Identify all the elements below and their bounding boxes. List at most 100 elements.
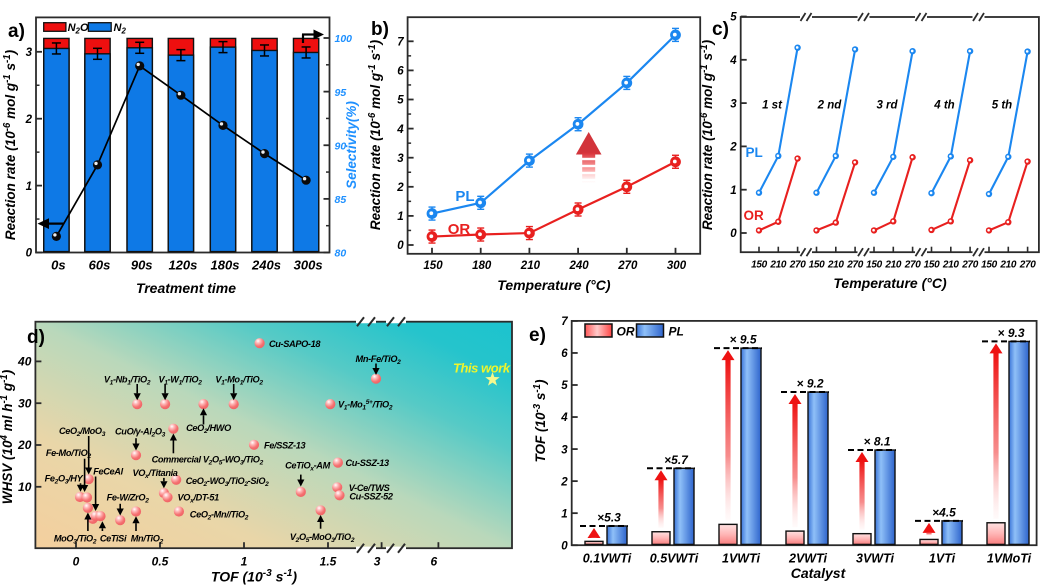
svg-text:150: 150 (423, 260, 443, 272)
svg-text:20: 20 (17, 438, 32, 452)
svg-text:210: 210 (884, 260, 902, 271)
svg-text:0.1VWTi: 0.1VWTi (583, 552, 632, 566)
svg-text:×4.5: ×4.5 (932, 505, 956, 519)
svg-text:4: 4 (729, 55, 737, 67)
svg-text:0.5VWTi: 0.5VWTi (650, 552, 699, 566)
svg-text:80: 80 (335, 248, 347, 260)
svg-text:60s: 60s (89, 258, 111, 273)
svg-text:0: 0 (730, 228, 737, 240)
svg-text:OR: OR (448, 221, 471, 238)
svg-text:270: 270 (846, 260, 864, 271)
svg-text:180s: 180s (211, 258, 240, 273)
svg-text:150: 150 (809, 260, 826, 271)
svg-text:V2O5-MoO3/TiO2: V2O5-MoO3/TiO2 (290, 532, 355, 544)
svg-text:3: 3 (397, 153, 404, 165)
svg-text:30: 30 (18, 396, 32, 410)
svg-text:6: 6 (561, 348, 568, 360)
svg-text:5: 5 (561, 380, 568, 392)
svg-text:270: 270 (617, 260, 638, 272)
svg-text:210: 210 (942, 260, 960, 271)
svg-text:WHSV (104 ml h-1 g-1): WHSV (104 ml h-1 g-1) (0, 369, 15, 504)
svg-text:4 th: 4 th (933, 100, 954, 112)
svg-text:4: 4 (560, 412, 568, 424)
svg-text:120s: 120s (168, 258, 197, 273)
svg-text:3 rd: 3 rd (876, 100, 898, 112)
svg-text:a): a) (8, 21, 25, 42)
svg-text:90: 90 (335, 140, 347, 152)
svg-text:V-Ce/TWS: V-Ce/TWS (349, 483, 391, 493)
svg-text:Catalyst: Catalyst (791, 565, 847, 581)
svg-text:6: 6 (397, 66, 404, 78)
svg-text:3: 3 (374, 555, 381, 569)
svg-text:OR: OR (744, 208, 765, 223)
svg-text:210: 210 (769, 260, 787, 271)
svg-text:2: 2 (729, 142, 737, 154)
svg-text:Temperature (°C): Temperature (°C) (497, 277, 611, 293)
svg-text:1VWTi: 1VWTi (722, 552, 760, 566)
svg-text:0: 0 (26, 248, 33, 260)
svg-text:N2O: N2O (68, 22, 89, 35)
svg-text:PL: PL (455, 188, 474, 205)
svg-text:d): d) (27, 327, 45, 348)
svg-text:c): c) (712, 19, 729, 40)
svg-text:2 nd: 2 nd (817, 100, 843, 112)
svg-text:FeCeAl: FeCeAl (93, 467, 123, 477)
svg-text:150: 150 (981, 260, 998, 271)
svg-text:0s: 0s (51, 258, 65, 273)
svg-text:V1-W1/TiO2: V1-W1/TiO2 (158, 374, 202, 386)
svg-text:Fe-Mo/TiO2: Fe-Mo/TiO2 (46, 448, 92, 460)
svg-text:OR: OR (617, 325, 635, 339)
svg-text:This work: This work (453, 361, 511, 376)
svg-text:40: 40 (17, 355, 32, 369)
svg-text:× 8.1: × 8.1 (863, 435, 890, 449)
svg-text:2: 2 (25, 114, 33, 126)
svg-text:1.5: 1.5 (320, 555, 337, 569)
svg-text:210: 210 (827, 260, 845, 271)
svg-text:CeTiOx-AM: CeTiOx-AM (285, 461, 330, 473)
svg-text:Cu-SAPO-18: Cu-SAPO-18 (269, 339, 321, 349)
svg-text:1VTi: 1VTi (929, 552, 956, 566)
svg-text:5 th: 5 th (992, 100, 1012, 112)
svg-text:7: 7 (561, 316, 568, 328)
svg-text:210: 210 (999, 260, 1017, 271)
svg-text:3VWTi: 3VWTi (856, 552, 894, 566)
svg-text:210: 210 (520, 260, 541, 272)
svg-text:3: 3 (26, 47, 33, 59)
svg-text:CeO2/HWO: CeO2/HWO (186, 423, 231, 435)
svg-text:5: 5 (730, 12, 737, 24)
svg-text:Cu-SSZ-52: Cu-SSZ-52 (349, 492, 394, 502)
svg-text:240: 240 (569, 260, 590, 272)
svg-text:0: 0 (397, 240, 404, 252)
svg-text:Fe-W/ZrO2: Fe-W/ZrO2 (107, 493, 150, 505)
svg-text:Reaction rate (10-6 mol g-1 s-: Reaction rate (10-6 mol g-1 s-1) (2, 49, 18, 240)
svg-text:V1-Mo1/TiO2: V1-Mo1/TiO2 (215, 374, 263, 386)
svg-text:N2: N2 (114, 22, 127, 35)
svg-text:150: 150 (924, 260, 941, 271)
svg-text:Mn/TiO2: Mn/TiO2 (131, 534, 164, 546)
svg-text:270: 270 (961, 260, 979, 271)
svg-text:× 9.5: × 9.5 (729, 333, 756, 347)
svg-text:5: 5 (397, 95, 404, 107)
svg-text:90s: 90s (131, 258, 153, 273)
svg-text:CeO2-WO3/TiO2-SiO2: CeO2-WO3/TiO2-SiO2 (186, 476, 269, 488)
svg-text:V1-Nb1/TiO2: V1-Nb1/TiO2 (104, 374, 151, 386)
svg-text:VOx/Titania: VOx/Titania (132, 468, 177, 480)
svg-text:4: 4 (396, 124, 404, 136)
svg-text:e): e) (529, 325, 546, 346)
svg-text:300s: 300s (294, 258, 323, 273)
svg-text:10: 10 (18, 480, 32, 494)
svg-text:Treatment time: Treatment time (136, 280, 236, 296)
svg-text:180: 180 (472, 260, 492, 272)
svg-text:3: 3 (561, 444, 568, 456)
svg-text:150: 150 (751, 260, 768, 271)
svg-text:Mn-Fe/TiO2: Mn-Fe/TiO2 (356, 354, 402, 366)
svg-text:Commercial V2O5-WO3/TiO2: Commercial V2O5-WO3/TiO2 (152, 454, 264, 466)
svg-text:MoO3/TiO2: MoO3/TiO2 (54, 534, 97, 546)
svg-text:×5.7: ×5.7 (664, 453, 689, 467)
svg-text:CuO/γ-Al2O3: CuO/γ-Al2O3 (115, 426, 166, 438)
svg-text:1: 1 (397, 211, 403, 223)
svg-text:× 9.3: × 9.3 (997, 326, 1024, 340)
svg-text:2VWTi: 2VWTi (788, 552, 827, 566)
svg-text:1 st: 1 st (762, 100, 783, 112)
svg-text:7: 7 (397, 37, 404, 49)
